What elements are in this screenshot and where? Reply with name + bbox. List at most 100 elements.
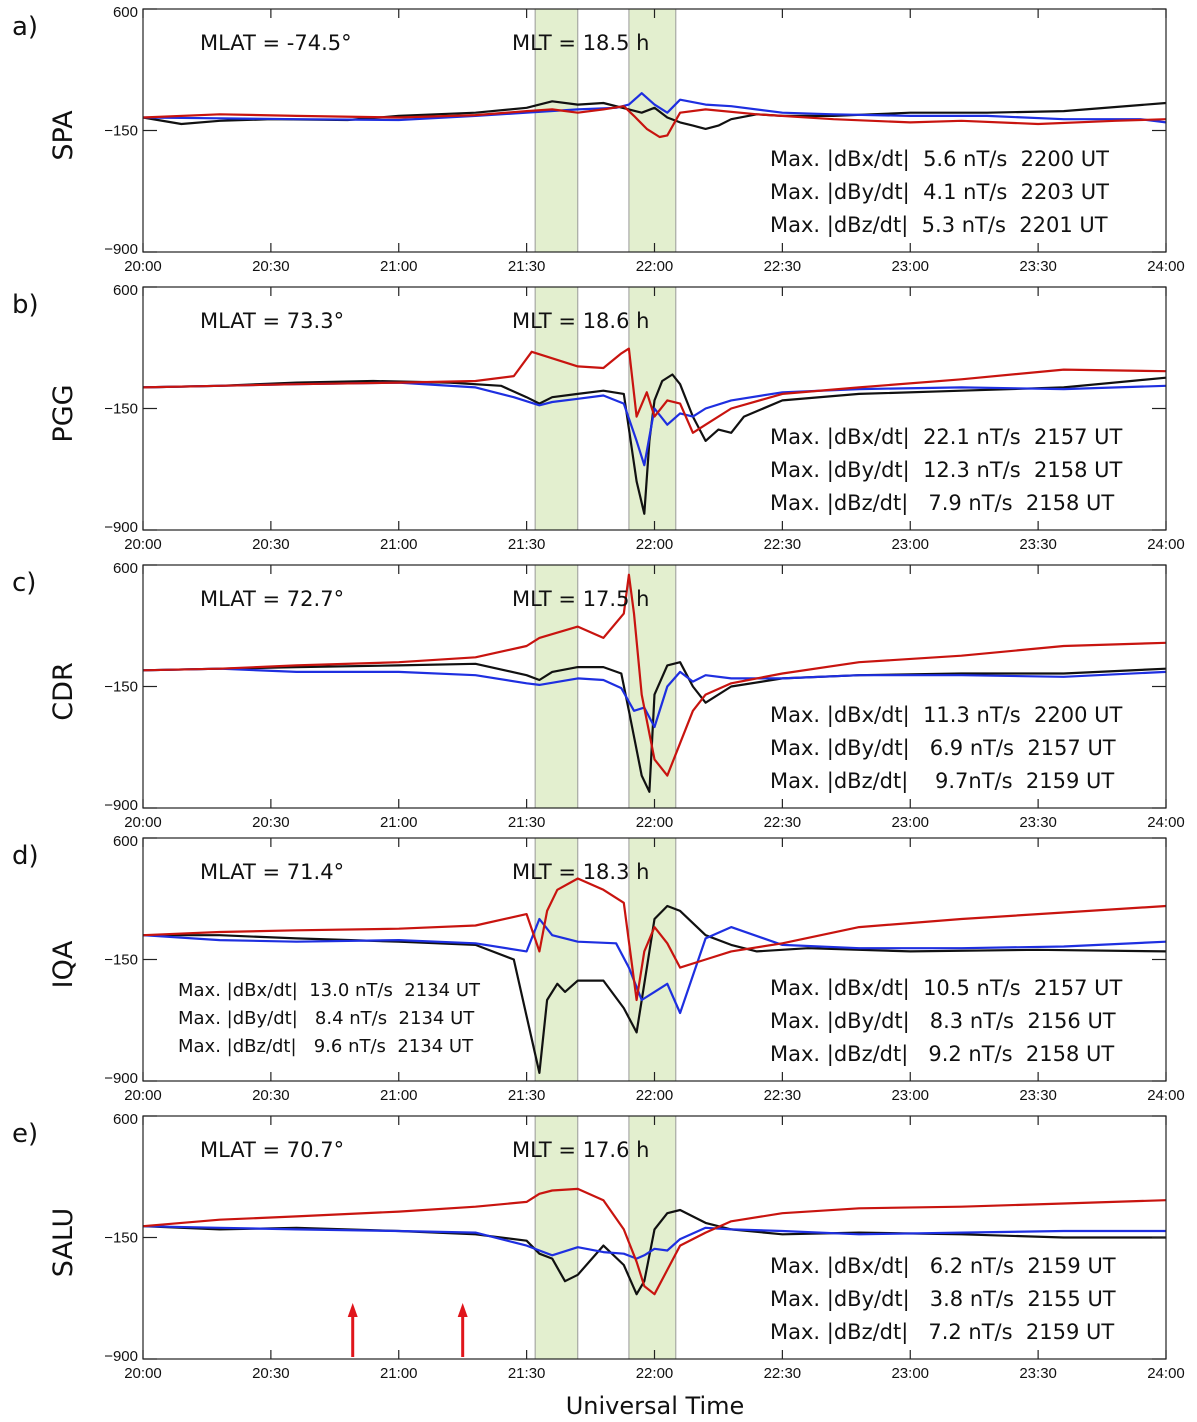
x-tick-label: 20:00 xyxy=(124,1087,162,1104)
x-tick-label: 20:00 xyxy=(124,814,162,831)
max-rate-annotation: Max. |dBz/dt| 7.2 nT/s 2159 UT xyxy=(770,1320,1114,1345)
x-tick-label: 20:30 xyxy=(252,814,290,831)
x-tick-label: 23:30 xyxy=(1019,1087,1057,1104)
x-tick-label: 24:00 xyxy=(1147,258,1185,275)
y-tick-label: −150 xyxy=(104,952,138,969)
x-tick-label: 22:00 xyxy=(636,258,674,275)
x-tick-label: 20:30 xyxy=(252,1087,290,1104)
max-rate-annotation: Max. |dBx/dt| 5.6 nT/s 2200 UT xyxy=(770,147,1109,172)
x-axis-title: Universal Time xyxy=(566,1392,745,1420)
max-rate-annotation: Max. |dBx/dt| 11.3 nT/s 2200 UT xyxy=(770,703,1122,728)
max-rate-annotation: Max. |dBx/dt| 22.1 nT/s 2157 UT xyxy=(770,425,1122,450)
y-tick-label: −150 xyxy=(104,401,138,418)
shaded-interval xyxy=(534,1115,579,1360)
x-tick-label: 22:30 xyxy=(764,536,802,553)
event-arrow-head xyxy=(347,1303,358,1317)
max-rate-annotation: Max. |dBz/dt| 9.2 nT/s 2158 UT xyxy=(770,1042,1114,1067)
station-name: CDR xyxy=(48,662,79,720)
x-tick-label: 21:30 xyxy=(508,1087,546,1104)
x-tick-label: 20:00 xyxy=(124,258,162,275)
max-rate-annotation-left: Max. |dBx/dt| 13.0 nT/s 2134 UT xyxy=(178,980,481,1001)
x-tick-label: 23:30 xyxy=(1019,536,1057,553)
x-tick-label: 21:00 xyxy=(380,258,418,275)
x-tick-label: 20:30 xyxy=(252,536,290,553)
x-tick-label: 24:00 xyxy=(1147,1087,1185,1104)
y-tick-label: −150 xyxy=(104,679,138,696)
x-tick-label: 22:00 xyxy=(636,536,674,553)
x-tick-label: 21:30 xyxy=(508,814,546,831)
x-tick-label: 23:30 xyxy=(1019,814,1057,831)
shaded-interval xyxy=(534,8,579,253)
y-tick-label: −150 xyxy=(104,123,138,140)
mlat-label: MLAT = 73.3° xyxy=(200,309,344,333)
station-name: IQA xyxy=(48,940,79,988)
max-rate-annotation: Max. |dBy/dt| 12.3 nT/s 2158 UT xyxy=(770,458,1122,483)
max-rate-annotation: Max. |dBz/dt| 9.7nT/s 2159 UT xyxy=(770,769,1114,794)
y-tick-label: −900 xyxy=(104,1070,138,1087)
panel-label: d) xyxy=(12,841,39,871)
x-tick-label: 22:00 xyxy=(636,814,674,831)
max-rate-annotation: Max. |dBx/dt| 10.5 nT/s 2157 UT xyxy=(770,976,1122,1001)
mlt-label: MLT = 17.5 h xyxy=(512,587,649,611)
x-tick-label: 23:30 xyxy=(1019,258,1057,275)
series-line-dbx xyxy=(142,1208,1166,1296)
x-tick-label: 22:30 xyxy=(764,1365,802,1382)
y-tick-label: −900 xyxy=(104,519,138,536)
x-tick-label: 21:00 xyxy=(380,814,418,831)
x-tick-label: 20:30 xyxy=(252,258,290,275)
x-tick-label: 20:00 xyxy=(124,1365,162,1382)
x-tick-label: 22:30 xyxy=(764,1087,802,1104)
x-tick-label: 23:00 xyxy=(891,1087,929,1104)
max-rate-annotation: Max. |dBy/dt| 4.1 nT/s 2203 UT xyxy=(770,180,1109,205)
station-name: SALU xyxy=(48,1208,79,1278)
y-tick-label: 600 xyxy=(113,4,138,21)
series-line-dbz xyxy=(142,347,1167,434)
mlat-label: MLAT = 72.7° xyxy=(200,587,344,611)
x-tick-label: 21:00 xyxy=(380,1365,418,1382)
x-tick-label: 21:30 xyxy=(508,258,546,275)
x-tick-label: 23:00 xyxy=(891,1365,929,1382)
max-rate-annotation: Max. |dBz/dt| 7.9 nT/s 2158 UT xyxy=(770,491,1114,516)
panel-label: a) xyxy=(12,12,38,42)
series-line-dbx xyxy=(143,904,1167,1075)
y-tick-label: −900 xyxy=(104,241,138,258)
max-rate-annotation: Max. |dBy/dt| 6.9 nT/s 2157 UT xyxy=(770,736,1116,761)
max-rate-annotation-left: Max. |dBz/dt| 9.6 nT/s 2134 UT xyxy=(178,1036,474,1057)
panel-label: c) xyxy=(12,568,36,598)
y-tick-label: −900 xyxy=(104,797,138,814)
mlt-label: MLT = 17.6 h xyxy=(512,1138,649,1162)
x-tick-label: 23:00 xyxy=(891,258,929,275)
mlt-label: MLT = 18.3 h xyxy=(512,860,649,884)
x-tick-label: 23:00 xyxy=(891,536,929,553)
x-tick-label: 20:30 xyxy=(252,1365,290,1382)
y-tick-label: 600 xyxy=(113,282,138,299)
series-line-dby xyxy=(142,1225,1166,1260)
series-line-dby xyxy=(142,92,1167,124)
x-tick-label: 20:00 xyxy=(124,536,162,553)
x-tick-label: 21:00 xyxy=(380,536,418,553)
x-tick-label: 24:00 xyxy=(1147,536,1185,553)
x-tick-label: 22:30 xyxy=(764,258,802,275)
series-line-dbz xyxy=(142,877,1167,1002)
mlat-label: MLAT = 71.4° xyxy=(200,860,344,884)
y-tick-label: 600 xyxy=(113,560,138,577)
x-tick-label: 23:00 xyxy=(891,814,929,831)
max-rate-annotation: Max. |dBy/dt| 8.3 nT/s 2156 UT xyxy=(770,1009,1116,1034)
max-rate-annotation: Max. |dBy/dt| 3.8 nT/s 2155 UT xyxy=(770,1287,1116,1312)
x-tick-label: 23:30 xyxy=(1019,1365,1057,1382)
event-arrow-head xyxy=(457,1303,468,1317)
max-rate-annotation-left: Max. |dBy/dt| 8.4 nT/s 2134 UT xyxy=(178,1008,475,1029)
mlat-label: MLAT = 70.7° xyxy=(200,1138,344,1162)
max-rate-annotation: Max. |dBz/dt| 5.3 nT/s 2201 UT xyxy=(770,213,1108,238)
x-tick-label: 21:30 xyxy=(508,1365,546,1382)
x-tick-label: 24:00 xyxy=(1147,1365,1185,1382)
y-tick-label: −900 xyxy=(104,1348,138,1365)
x-tick-label: 22:30 xyxy=(764,814,802,831)
x-tick-label: 22:00 xyxy=(636,1087,674,1104)
shaded-interval xyxy=(628,8,677,253)
